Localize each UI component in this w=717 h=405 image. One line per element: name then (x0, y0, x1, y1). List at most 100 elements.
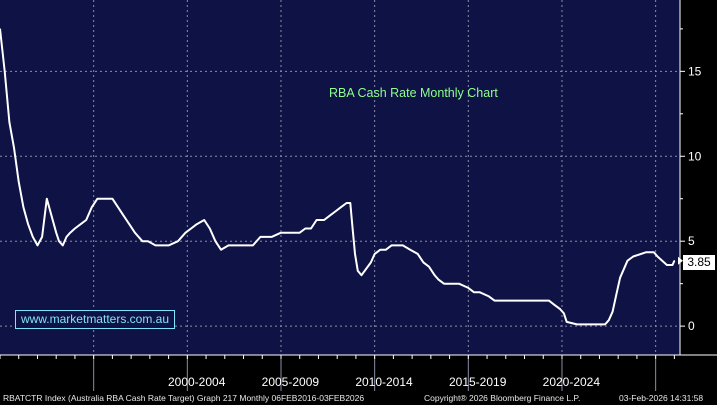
data-point (22, 206, 24, 208)
data-point (214, 240, 216, 242)
data-point (666, 264, 668, 266)
data-point (553, 304, 556, 306)
y-tick-label: 15 (688, 64, 702, 78)
data-point (346, 202, 348, 204)
footer-copyright: Copyright® 2026 Bloomberg Finance L.P. (424, 393, 581, 403)
data-point (271, 236, 273, 238)
data-point (422, 261, 424, 263)
data-point (0, 28, 1, 30)
data-point (168, 244, 170, 246)
data-point (304, 227, 306, 230)
chart-title: RBA Cash Rate Monthly Chart (329, 86, 498, 100)
website-watermark[interactable]: www.marketmatters.com.au (15, 310, 175, 329)
data-point (323, 219, 325, 221)
data-point (604, 323, 606, 325)
data-point (41, 236, 43, 238)
data-point (50, 215, 53, 217)
data-point (55, 232, 57, 234)
data-point (196, 223, 198, 225)
last-value-badge: 3.85 (683, 255, 715, 270)
data-point (147, 240, 149, 242)
grid-lines (0, 0, 680, 355)
last-value-pointer (678, 256, 683, 265)
data-point (13, 147, 15, 149)
data-point (62, 244, 64, 246)
data-point (379, 249, 381, 251)
data-point (334, 210, 336, 213)
data-point (27, 223, 29, 225)
data-point (533, 300, 535, 302)
data-point (162, 244, 164, 246)
data-point (111, 198, 113, 200)
footer: RBATCTR Index (Australia RBA Cash Rate T… (0, 391, 717, 405)
data-point (316, 219, 318, 221)
data-point (360, 274, 363, 276)
data-point (612, 311, 614, 313)
data-point (390, 244, 393, 246)
data-point (128, 223, 130, 225)
series-line (0, 28, 676, 326)
data-point (653, 251, 655, 253)
data-point (177, 240, 179, 242)
data-point (563, 312, 565, 314)
data-point (154, 244, 157, 246)
data-point (32, 236, 34, 238)
data-point (85, 219, 87, 221)
data-point (190, 227, 192, 230)
data-point (548, 300, 550, 302)
data-point (340, 206, 342, 208)
data-point (374, 253, 376, 255)
x-tick-label: 2015-2019 (449, 375, 507, 389)
data-point (220, 249, 222, 251)
data-point (385, 249, 387, 251)
data-point (349, 202, 351, 204)
data-point (80, 223, 82, 225)
data-point (203, 219, 205, 221)
plot-area (0, 0, 680, 355)
data-point (514, 300, 516, 302)
y-tick-label: 10 (688, 149, 702, 163)
footer-source: RBATCTR Index (Australia RBA Cash Rate T… (3, 393, 365, 403)
data-point (479, 291, 481, 293)
data-point (252, 244, 254, 246)
data-point (559, 308, 561, 310)
data-point (417, 253, 419, 255)
data-point (46, 198, 48, 200)
data-point (589, 323, 591, 325)
data-point (402, 244, 404, 246)
data-point (184, 232, 187, 234)
data-point (409, 249, 411, 251)
data-point (58, 240, 60, 242)
data-point (370, 261, 372, 263)
data-point (123, 215, 125, 217)
data-point (645, 251, 647, 253)
data-point (280, 232, 282, 234)
rba-cash-rate-chart: 0 5 10 15 2000-2004 2005-2009 2010-2014 2015-20… (0, 0, 717, 391)
data-point (434, 274, 436, 276)
data-point (497, 300, 499, 302)
footer-timestamp: 03-Feb-2026 14:31:58 (619, 393, 704, 403)
data-point (623, 268, 625, 270)
data-point (209, 227, 211, 230)
data-point (458, 283, 460, 285)
data-point (4, 70, 6, 72)
x-tick-label: 2000-2004 (168, 375, 226, 389)
data-point (493, 300, 496, 302)
data-point (656, 255, 659, 258)
x-tick-label: 2005-2009 (262, 375, 320, 389)
data-point (329, 215, 331, 217)
data-point (65, 236, 68, 238)
data-point (608, 319, 610, 321)
data-point (8, 121, 10, 123)
data-point (235, 244, 237, 246)
data-point (134, 232, 136, 234)
data-point (299, 232, 301, 234)
data-point (357, 270, 359, 272)
data-point (227, 244, 230, 246)
data-point (467, 287, 469, 289)
data-point (18, 181, 20, 183)
data-point (141, 240, 143, 242)
data-point (36, 244, 39, 246)
x-tick-label: 2020-2024 (543, 375, 601, 389)
data-point (619, 277, 621, 279)
